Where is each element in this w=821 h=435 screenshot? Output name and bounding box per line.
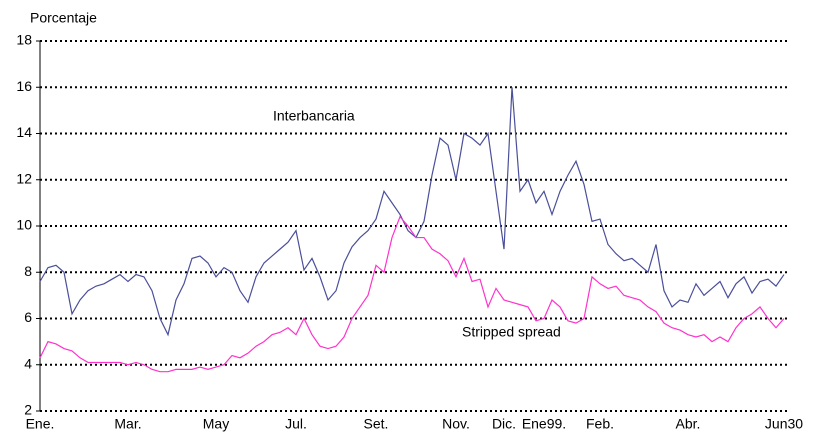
x-tick-label: Dic. bbox=[492, 416, 516, 432]
series-line bbox=[39, 215, 785, 373]
series-label: Stripped spread bbox=[462, 324, 561, 340]
x-tick-label: Jul. bbox=[285, 416, 307, 432]
y-tick-label: 4 bbox=[24, 355, 32, 371]
y-tick-label: 16 bbox=[16, 78, 32, 94]
y-tick-label: 8 bbox=[24, 263, 32, 279]
x-tick-label: Mar. bbox=[114, 416, 141, 432]
y-tick-label: 12 bbox=[16, 170, 32, 186]
y-axis-label: Porcentaje bbox=[30, 10, 97, 26]
y-tick-label: 14 bbox=[16, 124, 32, 140]
series-line bbox=[39, 87, 785, 337]
x-tick-label: Ene. bbox=[26, 416, 55, 432]
x-tick-label: Nov. bbox=[442, 416, 470, 432]
y-tick-label: 10 bbox=[16, 217, 32, 233]
x-tick-label: May bbox=[203, 416, 229, 432]
y-tick-label: 6 bbox=[24, 309, 32, 325]
series-label: Interbancaria bbox=[273, 108, 355, 124]
x-tick-label: Abr. bbox=[676, 416, 701, 432]
x-tick-label: Set. bbox=[364, 416, 389, 432]
x-tick-label: Jun30 bbox=[765, 416, 803, 432]
x-tick-label: Ene99. bbox=[522, 416, 566, 432]
y-tick-label: 2 bbox=[24, 402, 32, 418]
y-tick-label: 18 bbox=[16, 32, 32, 48]
x-tick-label: Feb. bbox=[586, 416, 614, 432]
